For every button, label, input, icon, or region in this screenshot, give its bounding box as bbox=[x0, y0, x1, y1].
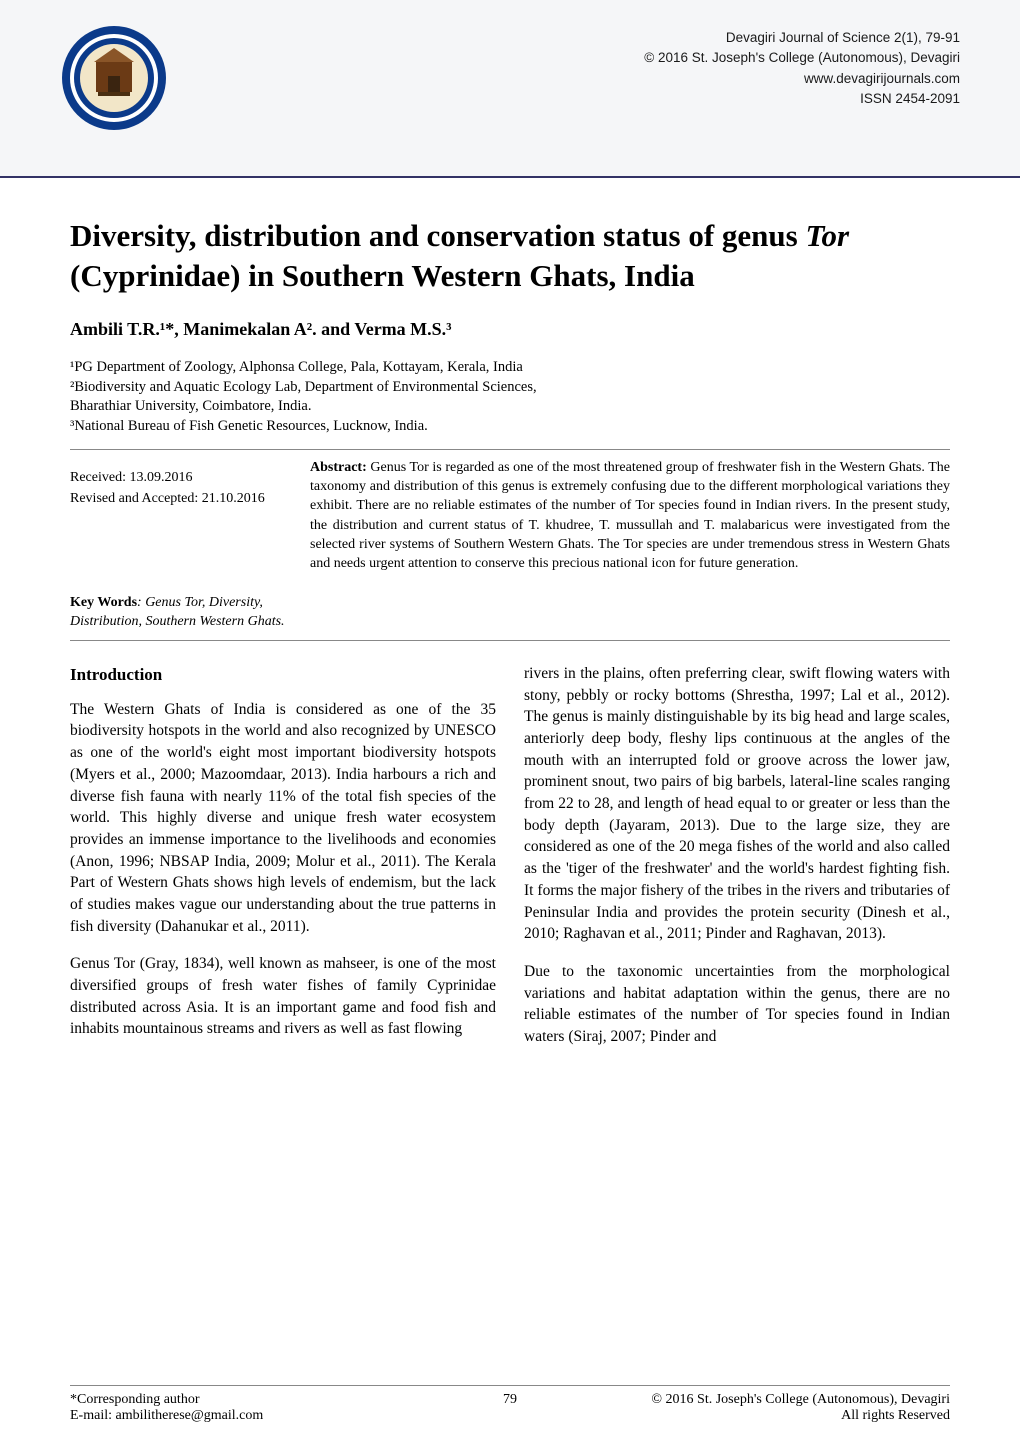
journal-line: www.devagirijournals.com bbox=[644, 69, 960, 89]
body-paragraph: Due to the taxonomic uncertainties from … bbox=[524, 961, 950, 1048]
affil-line: Bharathiar University, Coimbatore, India… bbox=[70, 397, 950, 417]
contact-email: E-mail: ambilitherese@gmail.com bbox=[70, 1408, 263, 1424]
journal-line: Devagiri Journal of Science 2(1), 79-91 bbox=[644, 28, 960, 48]
article-title: Diversity, distribution and conservation… bbox=[70, 216, 950, 295]
affil-line: ¹PG Department of Zoology, Alphonsa Coll… bbox=[70, 358, 950, 378]
keywords-label: Key Words bbox=[70, 595, 137, 610]
right-column: rivers in the plains, often preferring c… bbox=[524, 663, 950, 1064]
title-part: (Cyprinidae) in Southern Western Ghats, … bbox=[70, 258, 695, 293]
footer-right: © 2016 St. Joseph's College (Autonomous)… bbox=[651, 1392, 950, 1424]
rights: All rights Reserved bbox=[651, 1408, 950, 1424]
body-paragraph: rivers in the plains, often preferring c… bbox=[524, 663, 950, 945]
abstract-label: Abstract: bbox=[310, 460, 367, 475]
footer-left: *Corresponding author E-mail: ambilither… bbox=[70, 1392, 263, 1424]
journal-meta: Devagiri Journal of Science 2(1), 79-91 … bbox=[644, 28, 960, 109]
body-columns: Introduction The Western Ghats of India … bbox=[70, 663, 950, 1064]
title-genus: Tor bbox=[805, 218, 849, 253]
keywords: Key Words: Genus Tor, Diversity, Distrib… bbox=[70, 593, 296, 632]
revised-date: Revised and Accepted: 21.10.2016 bbox=[70, 489, 296, 509]
affil-line: ³National Bureau of Fish Genetic Resourc… bbox=[70, 417, 950, 437]
left-column: Introduction The Western Ghats of India … bbox=[70, 663, 496, 1064]
received-date: Received: 13.09.2016 bbox=[70, 468, 296, 488]
page-number: 79 bbox=[503, 1392, 517, 1408]
footer-rule bbox=[70, 1385, 950, 1386]
body-paragraph: Genus Tor (Gray, 1834), well known as ma… bbox=[70, 953, 496, 1040]
copyright: © 2016 St. Joseph's College (Autonomous)… bbox=[651, 1392, 950, 1408]
section-heading: Introduction bbox=[70, 663, 496, 687]
journal-line: ISSN 2454-2091 bbox=[644, 89, 960, 109]
title-part: Diversity, distribution and conservation… bbox=[70, 218, 805, 253]
footer: *Corresponding author E-mail: ambilither… bbox=[70, 1392, 950, 1424]
main-content: Diversity, distribution and conservation… bbox=[0, 178, 1020, 1064]
body-paragraph: The Western Ghats of India is considered… bbox=[70, 699, 496, 938]
affiliations: ¹PG Department of Zoology, Alphonsa Coll… bbox=[70, 358, 950, 436]
authors: Ambili T.R.¹*, Manimekalan A². and Verma… bbox=[70, 319, 950, 340]
abstract-text: Abstract: Genus Tor is regarded as one o… bbox=[306, 450, 950, 640]
header-band: Devagiri Journal of Science 2(1), 79-91 … bbox=[0, 0, 1020, 178]
journal-line: © 2016 St. Joseph's College (Autonomous)… bbox=[644, 48, 960, 68]
college-seal-logo bbox=[60, 24, 168, 132]
corresponding-author: *Corresponding author bbox=[70, 1392, 263, 1408]
abstract-body: Genus Tor is regarded as one of the most… bbox=[310, 460, 950, 572]
abstract-box: Received: 13.09.2016 Revised and Accepte… bbox=[70, 449, 950, 641]
affil-line: ²Biodiversity and Aquatic Ecology Lab, D… bbox=[70, 378, 950, 398]
abstract-left: Received: 13.09.2016 Revised and Accepte… bbox=[70, 450, 306, 640]
